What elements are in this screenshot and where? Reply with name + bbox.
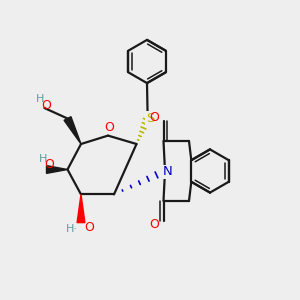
Polygon shape (77, 194, 85, 223)
Text: O: O (150, 218, 159, 231)
Polygon shape (46, 166, 68, 173)
Text: O: O (85, 220, 94, 234)
Text: O: O (41, 99, 51, 112)
Polygon shape (64, 117, 81, 144)
Text: H: H (39, 154, 48, 164)
Text: H·: H· (66, 224, 78, 234)
Text: S: S (146, 112, 154, 125)
Text: O: O (105, 121, 114, 134)
Text: O: O (150, 111, 159, 124)
Text: H: H (36, 94, 44, 104)
Text: O: O (45, 158, 54, 172)
Text: N: N (163, 165, 172, 178)
